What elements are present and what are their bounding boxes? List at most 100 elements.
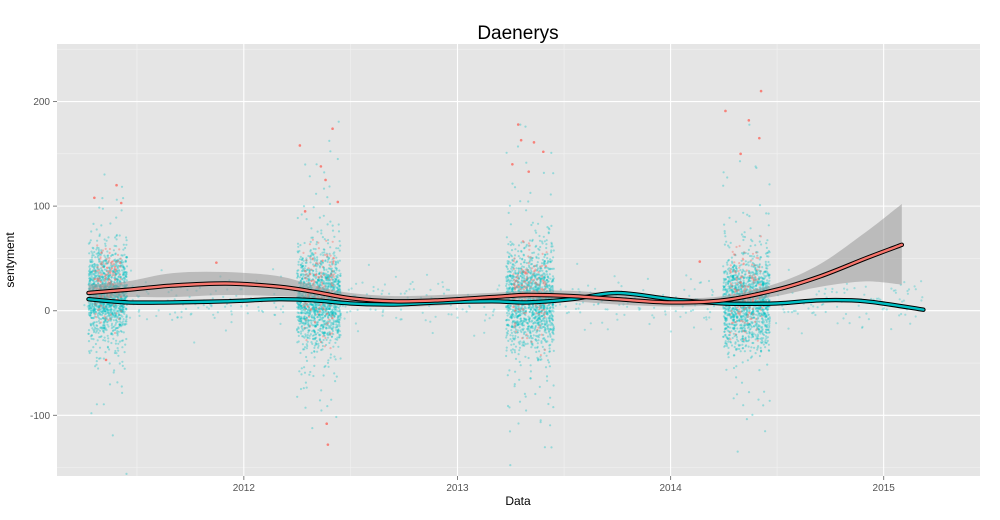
scatter-point: [768, 282, 771, 285]
scatter-point: [549, 193, 552, 196]
scatter-point: [536, 356, 539, 359]
scatter-point: [548, 311, 551, 314]
scatter-point: [91, 263, 94, 266]
scatter-point: [524, 355, 527, 358]
scatter-point: [107, 254, 110, 257]
scatter-point: [765, 321, 768, 324]
scatter-point: [121, 308, 124, 311]
scatter-point: [119, 308, 122, 312]
scatter-point: [112, 326, 115, 329]
scatter-point: [528, 306, 531, 309]
scatter-point: [540, 240, 544, 243]
scatter-point: [511, 263, 514, 266]
scatter-point: [506, 288, 509, 291]
scatter-point: [742, 238, 745, 242]
scatter-point: [743, 350, 747, 353]
scatter-point: [334, 278, 337, 281]
scatter-point: [102, 326, 105, 329]
scatter-point: [764, 335, 768, 338]
scatter-point: [95, 360, 98, 363]
scatter-point: [96, 267, 99, 271]
scatter-point: [738, 160, 742, 163]
scatter-point: [117, 349, 120, 352]
scatter-point: [99, 313, 102, 316]
scatter-point: [524, 125, 527, 128]
scatter-point: [312, 247, 315, 250]
scatter-point: [507, 211, 510, 214]
scatter-point: [122, 261, 125, 264]
scatter-point: [731, 336, 734, 340]
scatter-point: [296, 395, 299, 398]
scatter-point: [308, 373, 311, 376]
scatter-point: [93, 276, 96, 279]
scatter-point: [511, 288, 514, 291]
scatter-point: [317, 344, 320, 347]
scatter-point: [541, 269, 544, 272]
scatter-point: [102, 277, 105, 280]
scatter-point: [89, 335, 92, 338]
scatter-point: [98, 304, 101, 307]
scatter-point: [327, 365, 330, 368]
scatter-point: [513, 254, 517, 257]
scatter-point: [508, 283, 511, 286]
scatter-point: [94, 331, 97, 334]
scatter-point: [326, 286, 329, 289]
scatter-point: [301, 311, 304, 314]
scatter-point: [517, 310, 520, 314]
scatter-point: [742, 404, 745, 407]
scatter-point: [93, 272, 96, 275]
scatter-point: [112, 273, 115, 276]
scatter-point: [92, 308, 95, 311]
scatter-point: [101, 281, 104, 284]
scatter-point: [547, 259, 550, 263]
scatter-point: [89, 322, 92, 325]
scatter-point: [98, 254, 101, 257]
scatter-point: [122, 265, 125, 269]
scatter-point: [518, 349, 521, 352]
scatter-point: [107, 337, 110, 340]
scatter-point: [106, 315, 109, 318]
scatter-point: [93, 262, 96, 266]
scatter-point: [323, 314, 326, 317]
scatter-point: [91, 322, 94, 325]
scatter-point: [726, 263, 729, 266]
scatter-point: [508, 204, 511, 207]
scatter-point: [326, 361, 330, 364]
scatter-point: [91, 265, 94, 268]
scatter-point: [117, 260, 120, 263]
scatter-point: [746, 213, 749, 216]
scatter-point: [114, 260, 117, 263]
scatter-point: [506, 374, 509, 377]
scatter-point: [113, 312, 116, 315]
scatter-point: [505, 311, 509, 315]
scatter-point: [120, 309, 123, 312]
scatter-point: [522, 327, 525, 330]
scatter-point: [508, 369, 511, 372]
scatter-point: [337, 281, 340, 285]
scatter-point: [92, 306, 95, 309]
scatter-point: [87, 313, 91, 316]
scatter-point: [521, 258, 524, 261]
scatter-point: [326, 242, 330, 245]
scatter-point: [108, 315, 111, 318]
scatter-point: [121, 269, 124, 272]
scatter-point: [543, 240, 546, 243]
scatter-point: [310, 351, 313, 354]
scatter-point: [120, 330, 123, 333]
scatter-point: [104, 310, 107, 313]
scatter-point: [96, 266, 99, 269]
scatter-point: [546, 379, 549, 382]
scatter-point: [93, 280, 96, 284]
scatter-point: [106, 276, 109, 279]
scatter-point: [119, 276, 122, 279]
scatter-point: [120, 314, 123, 317]
scatter-point: [313, 364, 316, 367]
scatter-point: [517, 255, 520, 258]
scatter-point: [113, 316, 116, 319]
scatter-point: [101, 303, 104, 306]
scatter-point: [102, 260, 105, 263]
scatter-point: [526, 321, 529, 325]
scatter-point: [545, 340, 548, 344]
scatter-point: [545, 375, 549, 378]
scatter-point: [109, 269, 112, 272]
